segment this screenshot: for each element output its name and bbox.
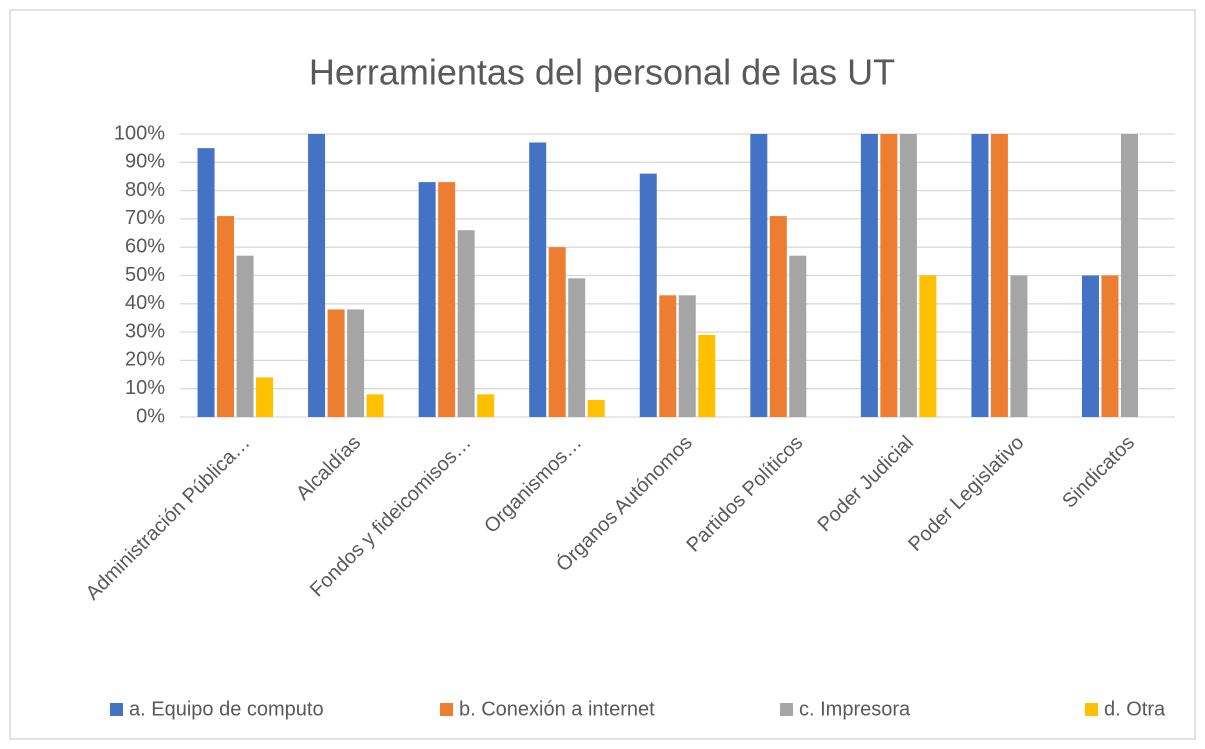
bar xyxy=(769,216,787,417)
bar xyxy=(477,394,495,417)
legend-swatch xyxy=(1085,703,1098,716)
bar xyxy=(789,255,807,417)
bar xyxy=(418,182,436,417)
bar xyxy=(678,295,696,417)
chart-title: Herramientas del personal de las UT xyxy=(309,52,895,93)
bar xyxy=(1081,275,1099,417)
legend-label: b. Conexión a internet xyxy=(459,698,655,720)
legend-label: d. Otra xyxy=(1104,698,1166,720)
y-tick-label: 40% xyxy=(125,292,165,314)
bar xyxy=(327,309,345,417)
bar xyxy=(1120,134,1138,417)
bar xyxy=(217,216,235,417)
bar xyxy=(529,142,547,418)
bar xyxy=(457,230,475,417)
legend-swatch xyxy=(780,703,793,716)
bar xyxy=(990,134,1008,417)
bar xyxy=(366,394,384,417)
legend-swatch xyxy=(440,703,453,716)
y-tick-label: 0% xyxy=(136,405,165,427)
bar xyxy=(1010,275,1028,417)
y-tick-label: 100% xyxy=(114,122,165,144)
legend-label: a. Equipo de computo xyxy=(129,698,324,720)
legend-swatch xyxy=(110,703,123,716)
bar xyxy=(880,134,898,417)
y-tick-label: 90% xyxy=(125,151,165,173)
bar xyxy=(347,309,365,417)
legend-label: c. Impresora xyxy=(799,698,911,720)
y-tick-label: 80% xyxy=(125,179,165,201)
bar xyxy=(548,247,566,417)
bar xyxy=(568,278,586,417)
bar xyxy=(197,148,215,417)
bar xyxy=(308,134,326,417)
y-tick-label: 60% xyxy=(125,235,165,257)
y-tick-label: 70% xyxy=(125,207,165,229)
y-tick-label: 30% xyxy=(125,320,165,342)
bar xyxy=(1101,275,1119,417)
y-tick-label: 20% xyxy=(125,349,165,371)
bar xyxy=(256,377,274,417)
bar xyxy=(659,295,677,417)
bar xyxy=(750,134,768,417)
bar xyxy=(587,400,605,417)
bar xyxy=(236,255,254,417)
y-tick-label: 50% xyxy=(125,264,165,286)
bar xyxy=(899,134,917,417)
bar xyxy=(860,134,878,417)
bar xyxy=(919,275,937,417)
bar xyxy=(639,173,657,417)
bar xyxy=(438,182,456,417)
bar xyxy=(971,134,989,417)
bar xyxy=(698,334,716,417)
y-tick-label: 10% xyxy=(125,377,165,399)
